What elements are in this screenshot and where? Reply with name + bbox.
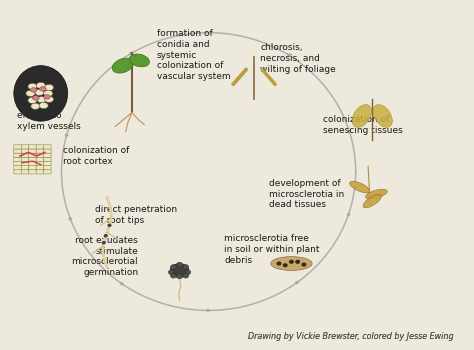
FancyBboxPatch shape	[36, 161, 44, 166]
FancyBboxPatch shape	[36, 149, 44, 153]
Ellipse shape	[350, 181, 370, 193]
Ellipse shape	[45, 96, 54, 103]
Circle shape	[108, 224, 111, 227]
Ellipse shape	[32, 96, 39, 100]
FancyBboxPatch shape	[44, 157, 51, 161]
FancyBboxPatch shape	[29, 166, 36, 170]
Circle shape	[177, 262, 182, 267]
FancyBboxPatch shape	[29, 170, 36, 174]
FancyBboxPatch shape	[21, 161, 29, 166]
Text: Drawing by Vickie Brewster, colored by Jesse Ewing: Drawing by Vickie Brewster, colored by J…	[248, 332, 454, 341]
Ellipse shape	[28, 83, 37, 90]
FancyBboxPatch shape	[21, 145, 29, 149]
Ellipse shape	[14, 66, 68, 121]
Circle shape	[289, 260, 294, 264]
Circle shape	[276, 261, 282, 266]
FancyArrowPatch shape	[233, 69, 246, 84]
FancyBboxPatch shape	[44, 170, 51, 174]
Ellipse shape	[129, 54, 149, 67]
Ellipse shape	[35, 89, 44, 96]
Ellipse shape	[36, 82, 46, 89]
FancyBboxPatch shape	[29, 161, 36, 166]
FancyBboxPatch shape	[44, 149, 51, 153]
Text: formation of
conidia and
systemic
colonization of
vascular system: formation of conidia and systemic coloni…	[157, 29, 230, 81]
FancyBboxPatch shape	[14, 153, 21, 157]
FancyBboxPatch shape	[44, 161, 51, 166]
FancyBboxPatch shape	[21, 170, 29, 174]
Ellipse shape	[28, 97, 37, 104]
Circle shape	[171, 273, 176, 278]
Ellipse shape	[39, 87, 46, 91]
Text: colonization of
senescing tissues: colonization of senescing tissues	[322, 115, 402, 134]
FancyBboxPatch shape	[29, 157, 36, 161]
Ellipse shape	[37, 97, 46, 103]
FancyArrowPatch shape	[262, 69, 275, 84]
Circle shape	[183, 273, 189, 278]
Text: direct penetration
of root tips: direct penetration of root tips	[95, 205, 177, 225]
FancyBboxPatch shape	[36, 166, 44, 170]
Ellipse shape	[373, 105, 392, 127]
Circle shape	[101, 241, 106, 244]
FancyArrowPatch shape	[233, 69, 246, 84]
Circle shape	[171, 265, 176, 270]
Ellipse shape	[39, 103, 48, 109]
Circle shape	[283, 263, 288, 267]
Text: entry into
xylem vessels: entry into xylem vessels	[17, 111, 81, 131]
Ellipse shape	[170, 264, 189, 278]
Circle shape	[104, 234, 108, 238]
FancyBboxPatch shape	[36, 145, 44, 149]
FancyBboxPatch shape	[14, 145, 21, 149]
Circle shape	[301, 262, 306, 267]
FancyBboxPatch shape	[29, 153, 36, 157]
Circle shape	[168, 270, 174, 275]
FancyBboxPatch shape	[21, 166, 29, 170]
FancyBboxPatch shape	[21, 149, 29, 153]
Circle shape	[295, 260, 300, 264]
FancyBboxPatch shape	[36, 153, 44, 157]
Text: colonization of
root cortex: colonization of root cortex	[63, 146, 129, 166]
Ellipse shape	[44, 94, 50, 99]
Circle shape	[177, 274, 182, 279]
FancyBboxPatch shape	[21, 153, 29, 157]
FancyBboxPatch shape	[14, 170, 21, 174]
FancyBboxPatch shape	[29, 149, 36, 153]
FancyBboxPatch shape	[14, 157, 21, 161]
Text: microsclerotia free
in soil or within plant
debris: microsclerotia free in soil or within pl…	[224, 234, 320, 265]
FancyBboxPatch shape	[44, 145, 51, 149]
FancyBboxPatch shape	[44, 153, 51, 157]
Ellipse shape	[45, 84, 54, 91]
Ellipse shape	[26, 90, 35, 97]
FancyBboxPatch shape	[14, 161, 21, 166]
FancyBboxPatch shape	[36, 157, 44, 161]
FancyBboxPatch shape	[21, 157, 29, 161]
FancyBboxPatch shape	[14, 166, 21, 170]
FancyBboxPatch shape	[36, 170, 44, 174]
Text: chlorosis,
necrosis, and
wilting of foliage: chlorosis, necrosis, and wilting of foli…	[260, 43, 336, 74]
Text: root exudates
stimulate
microsclerotial
germination: root exudates stimulate microsclerotial …	[72, 236, 138, 277]
Circle shape	[183, 265, 189, 270]
FancyBboxPatch shape	[14, 149, 21, 153]
Ellipse shape	[352, 105, 372, 127]
FancyBboxPatch shape	[44, 166, 51, 170]
FancyBboxPatch shape	[29, 145, 36, 149]
Ellipse shape	[112, 58, 133, 73]
Circle shape	[185, 270, 191, 275]
Ellipse shape	[271, 257, 312, 271]
Ellipse shape	[44, 90, 53, 97]
Ellipse shape	[363, 194, 382, 208]
Text: development of
microsclerotia in
dead tissues: development of microsclerotia in dead ti…	[269, 179, 344, 209]
Text: Drawing by Vickie Brewster, colored by Jesse Ewing: Drawing by Vickie Brewster, colored by J…	[248, 332, 454, 341]
Ellipse shape	[30, 88, 37, 92]
Ellipse shape	[365, 189, 387, 199]
Ellipse shape	[31, 103, 40, 110]
